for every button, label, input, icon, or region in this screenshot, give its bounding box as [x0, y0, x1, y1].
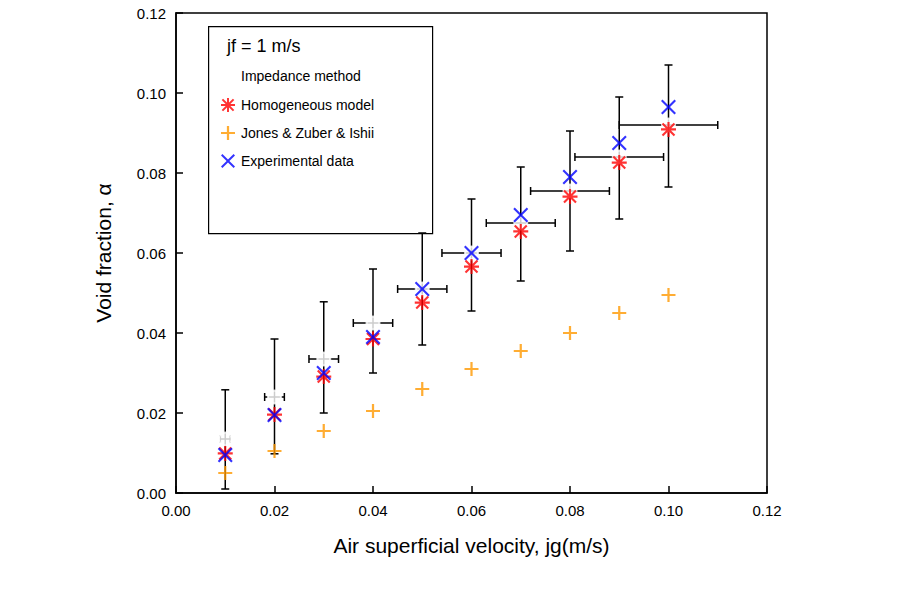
- svg-text:0.00: 0.00: [161, 502, 190, 519]
- svg-text:0.10: 0.10: [137, 85, 166, 102]
- svg-text:0.12: 0.12: [752, 502, 781, 519]
- svg-text:0.06: 0.06: [457, 502, 486, 519]
- svg-text:0.00: 0.00: [137, 485, 166, 502]
- svg-text:0.06: 0.06: [137, 245, 166, 262]
- svg-text:0.04: 0.04: [137, 325, 166, 342]
- svg-text:Air superficial velocity, jg(m: Air superficial velocity, jg(m/s): [333, 534, 609, 557]
- svg-text:Impedance method: Impedance method: [241, 68, 361, 84]
- svg-text:0.12: 0.12: [137, 5, 166, 22]
- svg-text:0.02: 0.02: [260, 502, 289, 519]
- svg-text:0.08: 0.08: [555, 502, 584, 519]
- svg-text:0.04: 0.04: [358, 502, 387, 519]
- svg-text:Void fraction, α: Void fraction, α: [92, 183, 115, 322]
- svg-text:Experimental data: Experimental data: [241, 153, 354, 169]
- svg-text:0.08: 0.08: [137, 165, 166, 182]
- svg-text:Homogeneous model: Homogeneous model: [241, 97, 374, 113]
- svg-text:0.10: 0.10: [654, 502, 683, 519]
- svg-text:Jones & Zuber & Ishii: Jones & Zuber & Ishii: [241, 125, 374, 141]
- svg-text:0.02: 0.02: [137, 405, 166, 422]
- svg-text:jf = 1 m/s: jf = 1 m/s: [226, 36, 301, 56]
